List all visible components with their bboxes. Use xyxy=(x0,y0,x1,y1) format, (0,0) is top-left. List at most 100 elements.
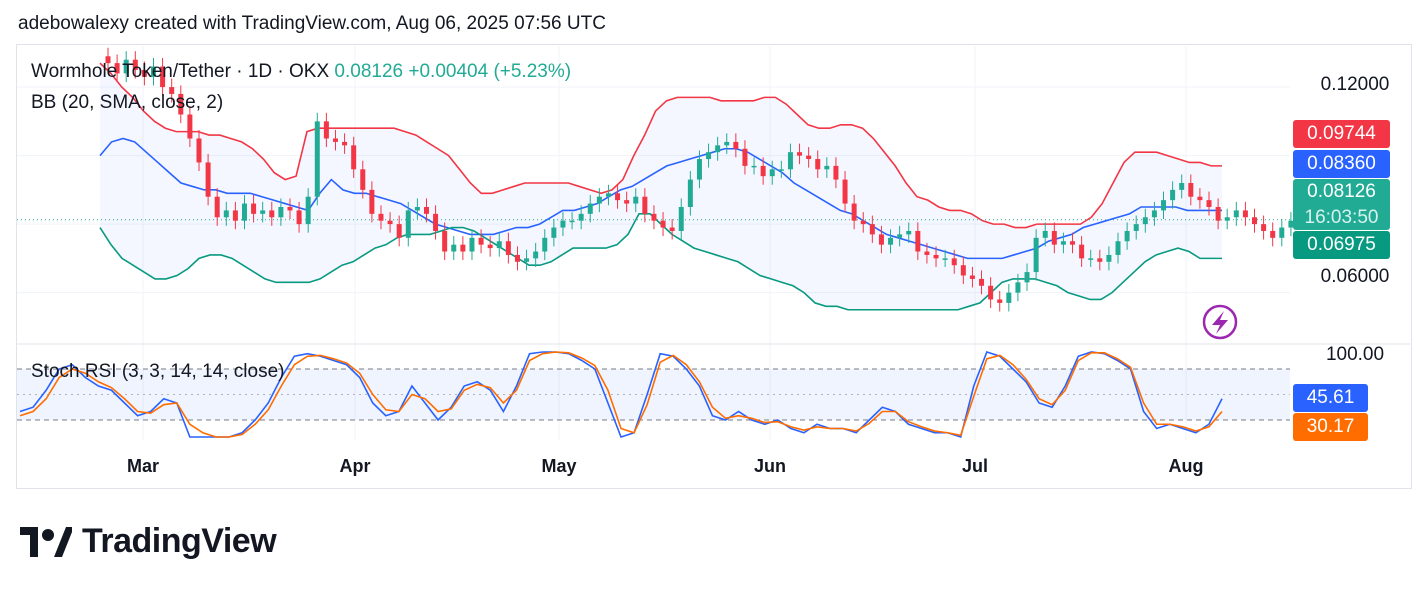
candle-body xyxy=(724,141,730,146)
candle-body xyxy=(1252,217,1258,225)
candle-body xyxy=(1170,189,1176,201)
candle-body xyxy=(1206,200,1212,207)
candle-body xyxy=(1215,206,1221,221)
chart-frame xyxy=(16,44,1412,489)
candle-body xyxy=(1015,282,1021,293)
last-price: 0.08126 xyxy=(334,61,404,82)
bb-fill xyxy=(100,63,1222,310)
price-change: +0.00404 (+5.23%) xyxy=(408,61,572,82)
candle-body xyxy=(624,200,630,204)
candle-body xyxy=(514,254,520,262)
price-tick-0.06: 0.06000 xyxy=(1320,266,1390,287)
candle-body xyxy=(1161,200,1167,211)
candle-body xyxy=(433,213,439,231)
candle-body xyxy=(769,169,775,177)
candle-body xyxy=(569,220,575,223)
candle-body xyxy=(141,69,147,77)
candle-body xyxy=(751,165,757,168)
candle-body xyxy=(496,241,502,249)
stoch-legend[interactable]: Stoch RSI (3, 3, 14, 14, close) xyxy=(31,361,285,382)
candle-body xyxy=(296,210,302,225)
candle-body xyxy=(1115,241,1121,255)
candle-body xyxy=(687,179,693,207)
candle-body xyxy=(132,59,138,70)
candle-body xyxy=(960,265,966,276)
candle-body xyxy=(105,56,111,64)
candle-body xyxy=(706,152,712,160)
candle-body xyxy=(1270,230,1276,238)
candle-body xyxy=(897,234,903,238)
bb-lower-badge: 0.06975 xyxy=(1293,231,1390,259)
candle-body xyxy=(251,203,257,214)
candle-body xyxy=(469,237,475,252)
candle-body xyxy=(660,220,666,228)
candle-body xyxy=(260,210,266,214)
bb-upper-badge: 0.09744 xyxy=(1293,120,1390,148)
logo-text: TradingView xyxy=(82,522,277,560)
candle-body xyxy=(114,63,120,74)
candle-body xyxy=(915,230,921,252)
candle-body xyxy=(778,169,784,171)
candle-body xyxy=(287,206,293,211)
candle-body xyxy=(551,227,557,238)
candle-body xyxy=(1124,230,1130,242)
candle-body xyxy=(833,165,839,180)
candle-body xyxy=(451,244,457,252)
candle-body xyxy=(533,251,539,259)
candle-body xyxy=(815,159,821,170)
candle-body xyxy=(232,210,238,221)
candle-body xyxy=(1151,210,1157,218)
candle-body xyxy=(387,220,393,225)
candle-body xyxy=(824,165,830,170)
candle-body xyxy=(214,196,220,218)
candle-body xyxy=(442,230,448,252)
price-tick-0.12: 0.12000 xyxy=(1320,74,1390,95)
candle-body xyxy=(1179,183,1185,190)
candle-body xyxy=(1224,217,1230,221)
candle-body xyxy=(150,66,156,77)
candle-body xyxy=(942,258,948,260)
candle-body xyxy=(1097,258,1103,262)
candle-body xyxy=(1288,220,1294,228)
candle-body xyxy=(1106,254,1112,262)
candle-body xyxy=(1197,196,1203,201)
candle-body xyxy=(1242,210,1248,218)
candle-body xyxy=(578,213,584,221)
bb-legend[interactable]: BB (20, SMA, close, 2) xyxy=(31,92,224,113)
month-jun: Jun xyxy=(753,456,787,476)
candle-body xyxy=(615,193,621,201)
candle-body xyxy=(1133,224,1139,231)
candle-body xyxy=(696,159,702,180)
candle-body xyxy=(223,210,229,218)
candle-body xyxy=(414,206,420,211)
candle-body xyxy=(605,193,611,197)
candle-body xyxy=(314,121,320,197)
symbol-legend[interactable]: Wormhole Token/Tether · 1D · OKX 0.08126… xyxy=(31,61,571,83)
candle-body xyxy=(205,162,211,197)
candle-body xyxy=(1042,230,1048,238)
candle-body xyxy=(332,138,338,142)
month-may: May xyxy=(541,456,577,476)
candle-body xyxy=(1188,183,1194,197)
candle-body xyxy=(1088,258,1094,260)
candle-body xyxy=(860,220,866,225)
candle-body xyxy=(979,278,985,286)
candle-body xyxy=(323,121,329,139)
month-aug: Aug xyxy=(1168,456,1204,476)
lightning-icon-ring xyxy=(1202,304,1238,340)
candle-body xyxy=(187,114,193,139)
candle-body xyxy=(651,213,657,221)
candle-body xyxy=(487,244,493,249)
bb-basis-badge: 0.08360 xyxy=(1293,150,1390,178)
candle-body xyxy=(560,220,566,228)
candle-body xyxy=(851,203,857,221)
candle-body xyxy=(587,203,593,214)
candle-body xyxy=(369,189,375,214)
candle-body xyxy=(360,169,366,190)
candle-body xyxy=(988,285,994,300)
tradingview-logo[interactable]: TradingView xyxy=(20,522,277,561)
symbol-title: Wormhole Token/Tether · 1D · OKX xyxy=(31,61,330,82)
candle-body xyxy=(924,251,930,255)
candle-body xyxy=(351,145,357,170)
